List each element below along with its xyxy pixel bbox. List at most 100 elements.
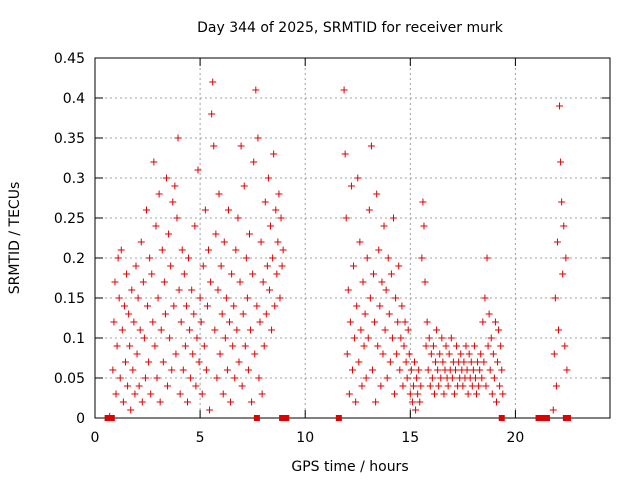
data-point [367, 142, 375, 150]
data-point [355, 358, 363, 366]
data-point [459, 382, 467, 390]
data-point [134, 294, 142, 302]
data-point [552, 382, 560, 390]
data-point [498, 366, 506, 374]
data-point [363, 254, 371, 262]
data-point [170, 302, 178, 310]
data-point [550, 350, 558, 358]
data-point [344, 286, 352, 294]
data-point [342, 214, 350, 222]
data-point [341, 150, 349, 158]
y-tick-label: 0.25 [54, 211, 85, 227]
data-point [220, 238, 228, 246]
data-point [279, 246, 287, 254]
data-point [227, 398, 235, 406]
data-point [433, 326, 441, 334]
data-point [553, 238, 561, 246]
data-point [222, 294, 230, 302]
data-point [271, 302, 279, 310]
data-point [261, 198, 269, 206]
data-point [360, 342, 368, 350]
data-point [475, 382, 483, 390]
data-point [489, 350, 497, 358]
data-point [383, 374, 391, 382]
data-point [353, 302, 361, 310]
data-point [188, 286, 196, 294]
data-point [437, 374, 445, 382]
data-point [460, 358, 468, 366]
data-point [417, 382, 425, 390]
data-point [467, 358, 475, 366]
data-point [557, 158, 565, 166]
data-point [152, 222, 160, 230]
data-point [411, 358, 419, 366]
data-point [381, 326, 389, 334]
data-point [249, 270, 257, 278]
grid [95, 58, 610, 418]
data-point [444, 382, 452, 390]
data-point [135, 382, 143, 390]
data-point [430, 390, 438, 398]
data-point [251, 350, 259, 358]
chart-title: Day 344 of 2025, SRMTID for receiver mur… [197, 20, 504, 36]
data-point [361, 310, 369, 318]
data-point [457, 350, 465, 358]
data-point [372, 398, 380, 406]
data-point [253, 302, 261, 310]
data-point [191, 222, 199, 230]
data-point [465, 350, 473, 358]
data-point [189, 350, 197, 358]
data-point [217, 262, 225, 270]
data-point [119, 398, 127, 406]
data-point [162, 174, 170, 182]
y-tick-label: 0.4 [63, 91, 85, 107]
data-point [373, 190, 381, 198]
y-tick-label: 0.1 [63, 331, 85, 347]
data-point [205, 246, 213, 254]
data-point [375, 246, 383, 254]
data-point [157, 326, 165, 334]
data-point [391, 390, 399, 398]
data-point [129, 366, 137, 374]
data-point [131, 390, 139, 398]
data-point [495, 326, 503, 334]
data-point [232, 246, 240, 254]
data-point [228, 270, 236, 278]
data-point [260, 342, 268, 350]
data-point [426, 382, 434, 390]
data-point [416, 398, 424, 406]
data-point [476, 366, 484, 374]
data-point [420, 222, 428, 230]
data-point [464, 390, 472, 398]
data-point [408, 398, 416, 406]
data-point [488, 390, 496, 398]
data-point [349, 366, 356, 374]
data-point [213, 374, 221, 382]
data-point [172, 350, 180, 358]
data-point [432, 358, 440, 366]
tick-labels: 0 0.05 0.1 0.15 0.2 0.25 0.3 0.35 0.4 0.45 0 5 10 15 2… [54, 51, 524, 446]
y-tick-label: 0.35 [54, 131, 85, 147]
data-point [419, 198, 427, 206]
data-point [371, 318, 379, 326]
data-point [235, 358, 243, 366]
data-point [434, 366, 442, 374]
x-tick-label: 0 [91, 430, 100, 446]
data-point [370, 270, 378, 278]
data-point [273, 270, 281, 278]
data-point [385, 310, 393, 318]
y-tick-label: 0 [76, 411, 85, 427]
data-point [123, 270, 131, 278]
data-point [175, 286, 183, 294]
data-point [418, 254, 426, 262]
data-point [402, 358, 410, 366]
data-point [194, 166, 202, 174]
data-point [244, 366, 252, 374]
data-point [269, 254, 277, 262]
data-point [126, 342, 134, 350]
data-point [144, 302, 152, 310]
data-point [358, 382, 366, 390]
data-point [392, 294, 400, 302]
data-point [243, 294, 251, 302]
